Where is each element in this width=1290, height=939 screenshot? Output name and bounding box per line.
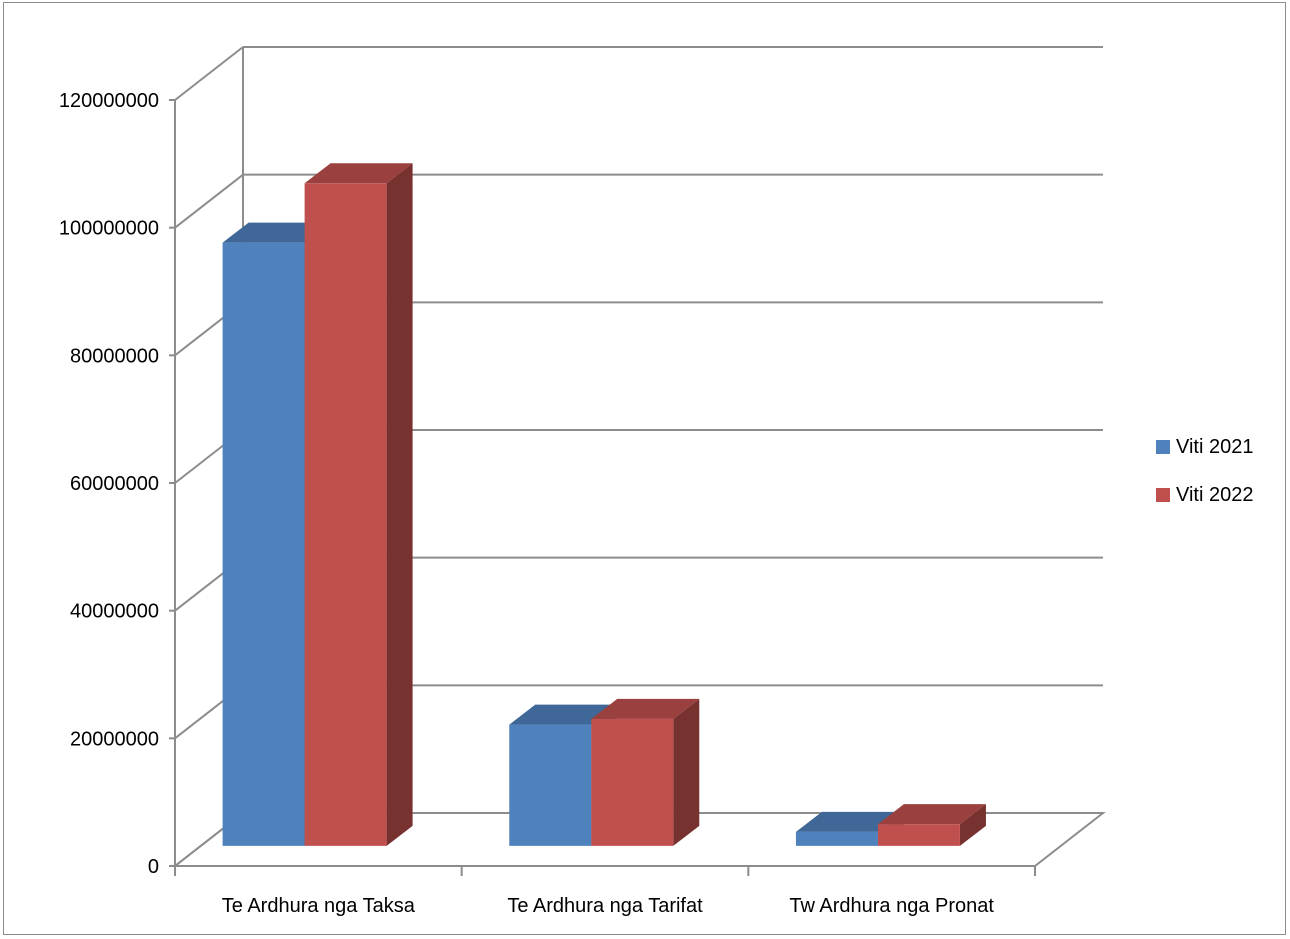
bar xyxy=(591,698,700,846)
y-tick-label: 20000000 xyxy=(70,728,159,750)
bar-front xyxy=(877,824,960,846)
legend-item: Viti 2022 xyxy=(1156,484,1253,506)
y-tick-label: 100000000 xyxy=(59,218,159,240)
gridline-diagonal xyxy=(174,46,244,101)
bar-top xyxy=(795,811,904,832)
y-tick-label: 120000000 xyxy=(59,90,159,112)
x-axis: Te Ardhura nga Taksa Te Ardhura nga Tarif… xyxy=(174,866,1036,917)
y-tick-label: 0 xyxy=(148,856,159,878)
bar-side xyxy=(959,804,986,846)
legend-label: Viti 2022 xyxy=(1176,484,1253,506)
bar-front xyxy=(591,718,674,846)
bar-top xyxy=(509,704,618,725)
bar-top xyxy=(304,163,413,184)
legend-label: Viti 2021 xyxy=(1176,436,1253,458)
bar-side xyxy=(673,698,700,846)
y-tick-label: 80000000 xyxy=(70,345,159,367)
legend-swatch xyxy=(1156,440,1170,454)
bar-front xyxy=(795,831,878,846)
x-tick-label: Tw Ardhura nga Pronat xyxy=(789,895,994,917)
bar-side xyxy=(386,163,413,846)
bar-front xyxy=(222,242,305,846)
y-tick-label: 40000000 xyxy=(70,601,159,623)
bars xyxy=(222,163,986,846)
y-tick-label: 60000000 xyxy=(70,473,159,495)
y-axis-ticks: 0 20000000 40000000 60000000 80000000 1000000… xyxy=(59,90,175,878)
bar-top xyxy=(877,804,986,825)
bar-front xyxy=(304,183,387,846)
legend: Viti 2021 Viti 2022 xyxy=(1156,436,1253,506)
x-tick-label: Te Ardhura nga Taksa xyxy=(222,895,416,917)
bar-front xyxy=(509,724,592,846)
x-tick-label: Te Ardhura nga Tarifat xyxy=(507,895,703,917)
gridline-diagonal xyxy=(174,173,244,229)
bar xyxy=(304,163,413,846)
legend-item: Viti 2021 xyxy=(1156,436,1253,458)
bar xyxy=(877,804,986,846)
legend-swatch xyxy=(1156,488,1170,502)
bar-top xyxy=(591,698,700,719)
bar-top xyxy=(222,222,331,243)
